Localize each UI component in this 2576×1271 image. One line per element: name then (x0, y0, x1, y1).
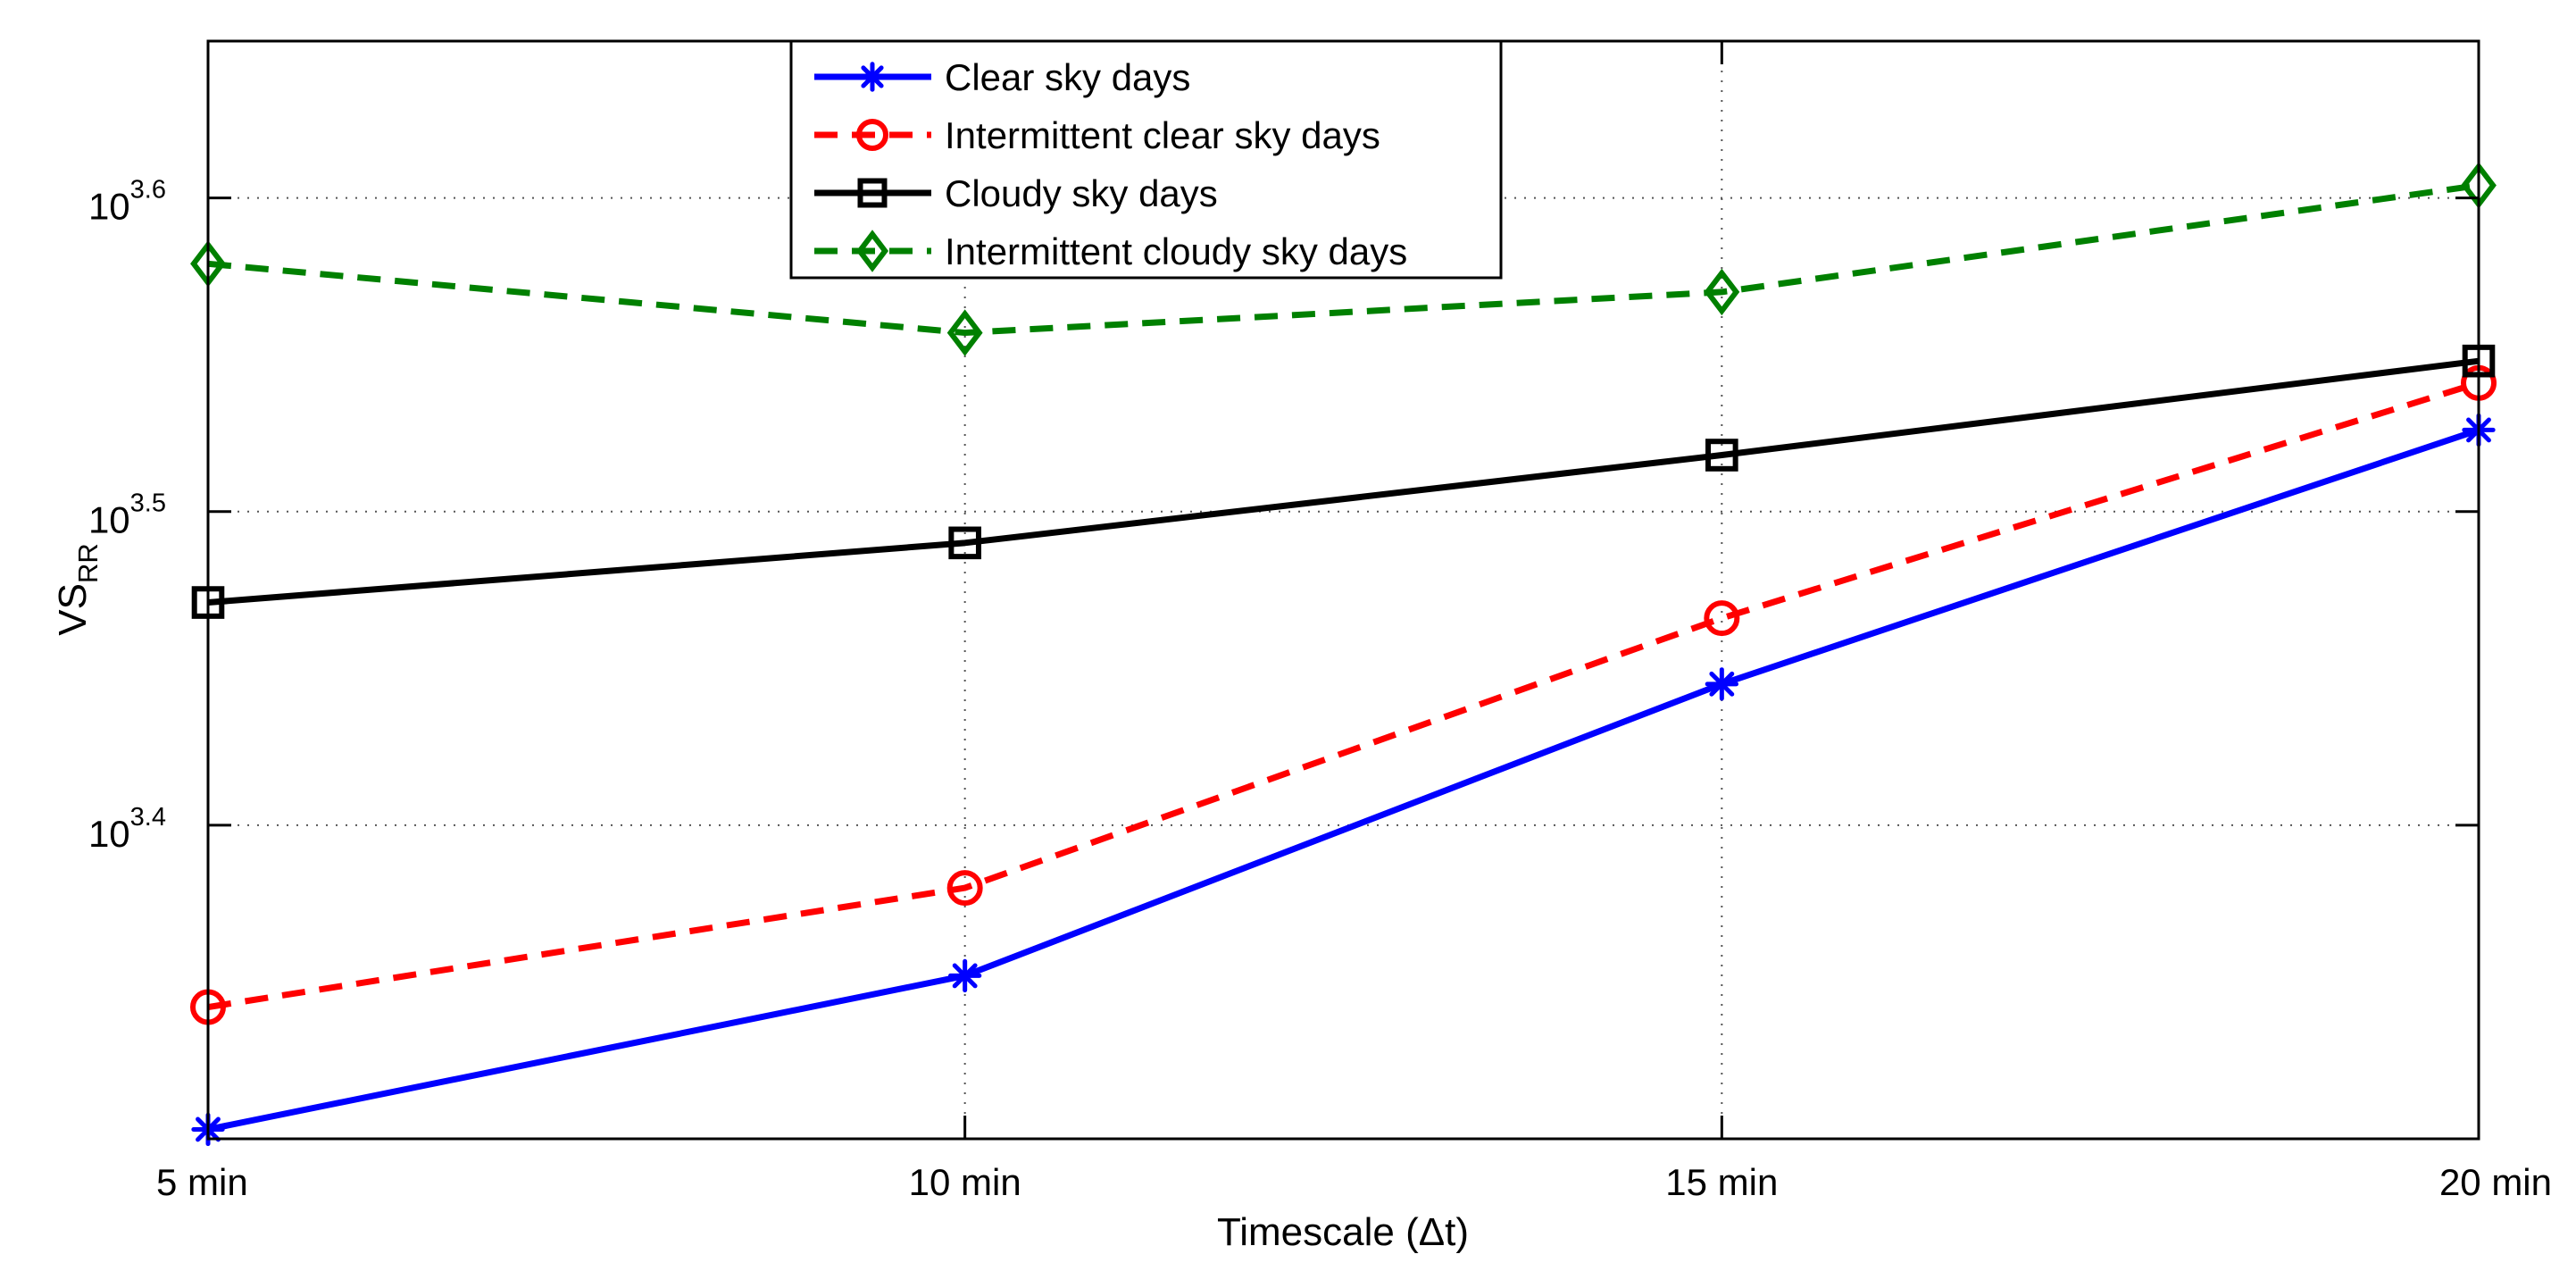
legend-swatch-marker (857, 62, 888, 92)
legend-swatch-marker (855, 230, 889, 272)
legend-swatch-marker (856, 119, 888, 151)
data-point (948, 958, 982, 993)
data-point (1705, 439, 1738, 472)
data-point (1704, 268, 1740, 316)
y-axis-label-subscript: RR (72, 543, 104, 583)
legend-entry: Intermittent cloudy sky days (814, 230, 1407, 272)
data-point (946, 309, 983, 356)
data-point (948, 526, 981, 560)
series-line (207, 380, 2480, 1010)
legend-entry: Cloudy sky days (814, 172, 1218, 214)
x-tick-label: 15 min (1665, 1161, 1778, 1203)
x-tick-label: 20 min (2439, 1161, 2552, 1203)
y-axis-label: VSRR (51, 543, 104, 635)
legend-entry: Intermittent clear sky days (814, 114, 1380, 156)
legend-label: Cloudy sky days (945, 172, 1218, 214)
data-point (1705, 667, 1738, 701)
data-point (946, 870, 983, 907)
y-tick-label: 103.4 (88, 803, 166, 855)
legend-label: Intermittent cloudy sky days (945, 230, 1407, 272)
legend-swatch-marker (857, 178, 888, 208)
y-tick-label: 103.6 (88, 176, 166, 228)
y-axis-label-main: VS (51, 583, 95, 636)
x-tick-label: 5 min (156, 1161, 248, 1203)
series-line (207, 357, 2480, 606)
tick-labels: 5 min 10 min 15 min 20 min 103.4 103.5 103.6 (88, 176, 2552, 1203)
data-point (1704, 600, 1740, 637)
x-tick-label: 10 min (909, 1161, 1021, 1203)
legend: Clear sky days Intermittent clear sky day… (789, 39, 1503, 280)
series-line (207, 427, 2480, 1133)
legend-box (789, 39, 1503, 280)
x-axis-label: Timescale (Δt) (1217, 1210, 1469, 1254)
legend-label: Clear sky days (945, 56, 1190, 98)
y-tick-label: 103.5 (88, 489, 166, 541)
legend-label: Intermittent clear sky days (945, 114, 1380, 156)
series-line (207, 182, 2480, 337)
legend-entry: Clear sky days (814, 56, 1190, 98)
